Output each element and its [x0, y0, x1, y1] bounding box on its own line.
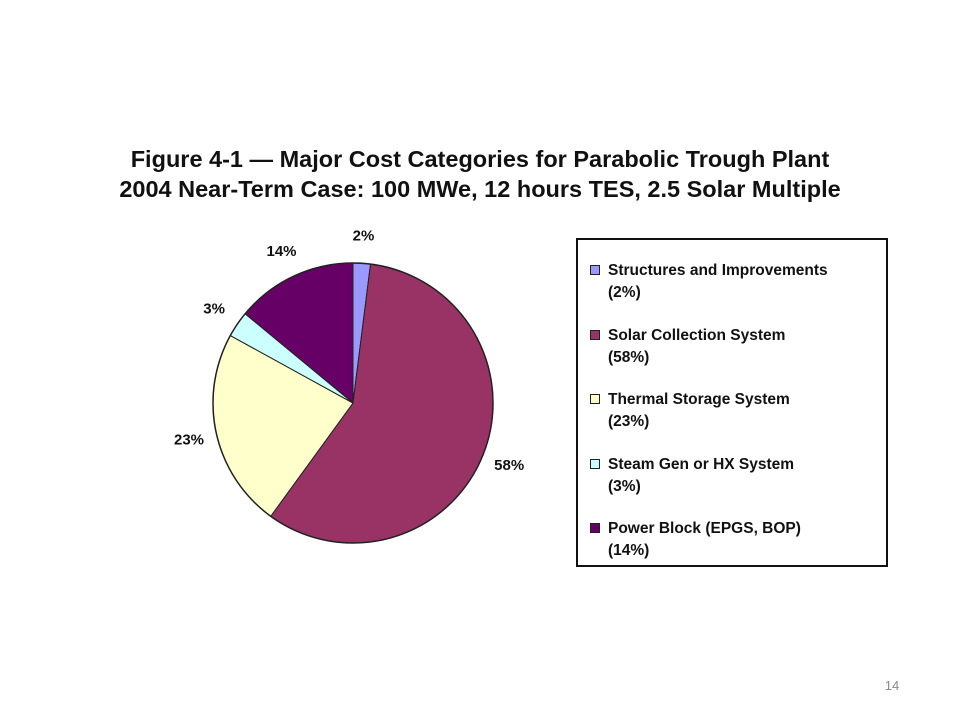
legend-label-3: Steam Gen or HX System	[608, 455, 795, 473]
legend-text-4: Power Block (EPGS, BOP) (14%)	[608, 518, 801, 562]
legend-label-2: Thermal Storage System	[608, 391, 790, 408]
legend-percent-2: (23%)	[608, 413, 650, 430]
legend-text-1: Solar Collection System (58%)	[608, 325, 785, 369]
legend-text-0: Structures and Improvements (2%)	[608, 260, 828, 304]
legend-percent-1: (58%)	[608, 348, 650, 366]
legend-label-4: Power Block (EPGS, BOP)	[608, 520, 801, 537]
pie-slice-label-3: 3%	[203, 301, 225, 318]
pie-slice-label-1: 58%	[494, 457, 524, 474]
legend-swatch-1	[590, 329, 600, 340]
chart-title: Figure 4-1 — Major Cost Categories for P…	[60, 144, 900, 204]
legend-swatch-4	[590, 523, 600, 533]
page-number: 14	[884, 678, 900, 693]
chart-title-line-1: Figure 4-1 — Major Cost Categories for P…	[130, 146, 830, 172]
legend-label-1: Solar Collection System	[608, 326, 786, 344]
legend-swatch-0	[590, 265, 600, 275]
legend-percent-0: (2%)	[608, 284, 641, 301]
legend-swatch-3	[590, 458, 600, 469]
pie-slice-label-0: 2%	[353, 227, 375, 244]
legend-swatch-2	[590, 394, 600, 404]
legend-text-3: Steam Gen or HX System (3%)	[608, 454, 794, 498]
chart-title-line-2: 2004 Near-Term Case: 100 MWe, 12 hours T…	[119, 176, 841, 202]
legend-label-0: Structures and Improvements	[608, 262, 828, 279]
pie-outline	[212, 262, 494, 544]
legend-text-2: Thermal Storage System (23%)	[608, 389, 790, 433]
pie-slice-label-2: 23%	[174, 432, 204, 449]
pie-slices	[212, 262, 494, 544]
pie-slice-label-4: 14%	[266, 243, 296, 260]
legend-percent-4: (14%)	[608, 542, 650, 559]
chart-legend: Structures and Improvements (2%) Solar Col…	[576, 238, 888, 567]
pie-labels: 2% 58% 23% 3% 14%	[174, 227, 524, 473]
legend-percent-3: (3%)	[608, 477, 641, 495]
